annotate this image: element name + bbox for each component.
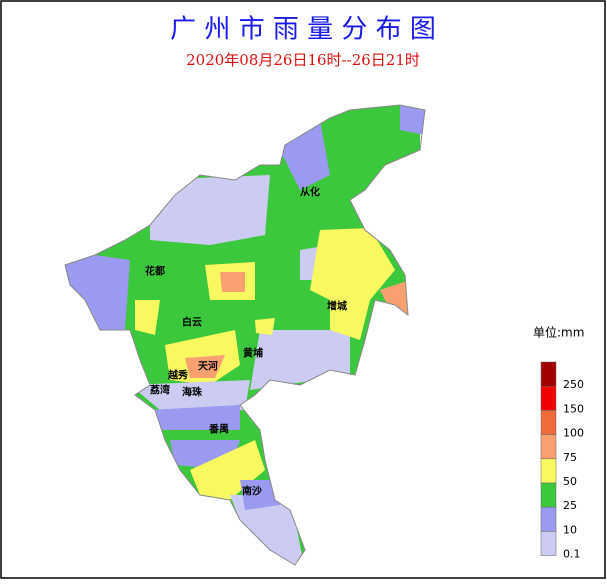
title: 广 州 市 雨 量 分 布 图: [170, 15, 436, 45]
legend-label: 50: [563, 475, 577, 488]
district-label: 增城: [327, 300, 347, 313]
legend-swatch: [540, 410, 557, 435]
legend: 250 150 100 75 50 25 10 0.1: [540, 361, 584, 561]
district-label: 南沙: [242, 485, 262, 498]
legend-label: 25: [563, 499, 577, 512]
district-label: 花都: [145, 265, 165, 278]
district-label: 从化: [300, 186, 320, 199]
district-label: 海珠: [182, 386, 203, 399]
legend-label: 250: [563, 378, 584, 391]
district-label: 越秀: [167, 369, 188, 382]
legend-swatch: [540, 385, 557, 411]
district-label: 番禺: [208, 423, 229, 436]
legend-swatch: [540, 482, 557, 508]
legend-swatch: [540, 506, 557, 532]
district-label: 白云: [182, 316, 202, 329]
legend-label: 0.1: [563, 548, 581, 561]
legend-label: 10: [563, 523, 577, 536]
legend-label: 100: [563, 427, 584, 440]
legend-swatch: [540, 458, 557, 484]
district-label: 天河: [198, 361, 218, 373]
district-labels: 从化 花都 白云 增城 黄埔 天河 越秀 荔湾 海珠 番禺 南沙: [145, 186, 347, 498]
legend-unit: 单位:mm: [533, 325, 584, 340]
district-label: 荔湾: [149, 384, 170, 397]
legend-label: 75: [563, 451, 577, 464]
legend-swatch: [540, 531, 557, 556]
district-label: 黄埔: [243, 347, 263, 360]
subtitle: 2020年08月26日16时--26日21时: [186, 51, 420, 69]
legend-label: 150: [563, 402, 584, 415]
legend-swatch: [540, 361, 557, 387]
legend-swatch: [540, 434, 557, 460]
